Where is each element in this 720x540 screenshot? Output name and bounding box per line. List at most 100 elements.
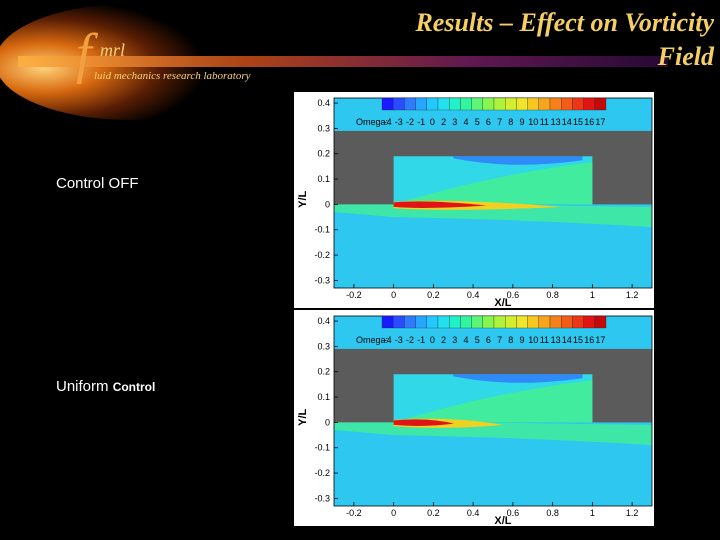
- y-tick-label: 0.3: [317, 123, 330, 133]
- shear-layer-red-core: [393, 419, 454, 426]
- x-axis-label: X/L: [494, 515, 511, 526]
- legend-swatch: [594, 97, 607, 111]
- legend-swatch: [426, 97, 439, 111]
- legend-swatch: [426, 315, 439, 329]
- slide-title-line2: Field: [657, 42, 714, 71]
- legend-level-label: 3: [452, 117, 457, 127]
- panel-label-text: Control OFF: [56, 175, 139, 192]
- legend-level-label: -2: [406, 335, 414, 345]
- legend-level-label: -4: [384, 335, 392, 345]
- x-tick-label: 0: [391, 508, 396, 518]
- panel-label-control-off: Control OFF: [56, 175, 139, 192]
- legend-swatch: [516, 97, 528, 111]
- legend-level-label: 4: [463, 335, 468, 345]
- vorticity-contour-svg: Omega:-4 -3 -2 -1 0 2 3 4 5 6 7 8 9 10 11 13 14 15 16 17-0.…: [297, 97, 653, 308]
- vorticity-plot-uniform-control: Omega: -4 -3 -2 -1 0 2 3 4 5 6 7 8 9 10 11 13 14 15 16 17 -0.…: [294, 310, 654, 526]
- vorticity-contour-svg: Omega:-4 -3 -2 -1 0 2 3 4 5 6 7 8 9 10 11 13 14 15 16 17-0.…: [297, 315, 653, 526]
- y-tick-label: -0.2: [314, 468, 330, 478]
- header-swoosh-decoration: [0, 4, 668, 120]
- shear-layer-red-core: [393, 201, 487, 208]
- legend-swatch: [404, 97, 416, 111]
- omega-legend: Omega:-4 -3 -2 -1 0 2 3 4 5 6 7 8 9 10 11 13 14 15 16 17: [356, 315, 607, 345]
- legend-level-label: 9: [519, 335, 524, 345]
- panel-label-uniform-control: Uniform Control: [56, 378, 155, 395]
- legend-level-label: -3: [395, 117, 403, 127]
- legend-swatch: [437, 315, 450, 329]
- legend-level-label: 16: [584, 117, 594, 127]
- legend-swatch: [471, 97, 483, 111]
- vorticity-plot-control-off: Omega: -4 -3 -2 -1 0 2 3 4 5 6 7 8 9 10 11 13 14 15 16 17 -0.…: [294, 92, 654, 308]
- legend-level-label: 16: [584, 335, 594, 345]
- logo-mrl: mrl: [100, 40, 126, 60]
- cavity-shear-zone: [393, 162, 593, 205]
- legend-level-label: -1: [417, 335, 425, 345]
- legend-swatch: [538, 315, 551, 329]
- y-tick-label: 0: [325, 417, 330, 427]
- legend-swatch: [516, 315, 528, 329]
- legend-level-label: -2: [406, 117, 414, 127]
- y-axis-label: Y/L: [297, 409, 309, 426]
- x-tick-label: 0.8: [546, 508, 559, 518]
- legend-level-label: 2: [441, 335, 446, 345]
- x-tick-label: 1.2: [626, 290, 639, 300]
- y-tick-label: -0.3: [314, 275, 330, 285]
- legend-level-label: 8: [508, 335, 513, 345]
- legend-level-label: 7: [497, 117, 502, 127]
- legend-level-label: -4: [384, 117, 392, 127]
- x-tick-label: 1.2: [626, 508, 639, 518]
- legend-swatch: [527, 315, 539, 329]
- x-tick-label: 0.8: [546, 290, 559, 300]
- legend-swatch: [381, 315, 394, 329]
- slide-title: Results – Effect on Vorticity Field: [294, 6, 714, 74]
- y-tick-label: 0: [325, 199, 330, 209]
- legend-level-label: 6: [486, 117, 491, 127]
- legend-swatch: [471, 315, 483, 329]
- cavity-shear-zone: [393, 380, 593, 423]
- y-tick-label: -0.3: [314, 493, 330, 503]
- legend-level-label: 11: [540, 117, 549, 127]
- legend-level-label: 2: [441, 117, 446, 127]
- legend-swatch: [393, 97, 405, 111]
- x-tick-label: 0.2: [427, 508, 440, 518]
- legend-level-label: 13: [551, 335, 561, 345]
- legend-swatch: [561, 97, 573, 111]
- legend-swatch: [437, 97, 450, 111]
- legend-level-label: 0: [430, 335, 435, 345]
- x-tick-label: 0.6: [507, 290, 520, 300]
- y-tick-label: -0.2: [314, 250, 330, 260]
- legend-swatch: [583, 315, 595, 329]
- legend-level-label: 8: [508, 117, 513, 127]
- panel-label-text: Uniform: [56, 378, 113, 395]
- legend-level-label: 9: [519, 117, 524, 127]
- x-tick-label: 0.6: [507, 508, 520, 518]
- legend-level-label: 17: [595, 335, 605, 345]
- legend-level-label: 3: [452, 335, 457, 345]
- legend-swatch: [538, 97, 551, 111]
- legend-swatch: [415, 315, 427, 329]
- legend-swatch: [572, 315, 584, 329]
- legend-swatch: [460, 315, 472, 329]
- legend-swatch: [572, 97, 584, 111]
- y-tick-label: 0.2: [317, 149, 330, 159]
- legend-level-label: 7: [497, 335, 502, 345]
- legend-swatch: [449, 97, 461, 111]
- x-tick-label: 0: [391, 290, 396, 300]
- x-tick-label: 0.4: [467, 290, 480, 300]
- legend-swatch: [415, 97, 427, 111]
- legend-swatch: [505, 315, 517, 329]
- shear-layer-band: [334, 422, 652, 446]
- y-tick-label: 0.4: [317, 316, 330, 326]
- x-tick-label: -0.2: [346, 290, 362, 300]
- legend-level-label: 15: [573, 117, 583, 127]
- legend-swatch: [493, 315, 506, 329]
- x-tick-label: 0.4: [467, 508, 480, 518]
- legend-swatch: [404, 315, 416, 329]
- legend-swatch: [482, 315, 495, 329]
- legend-swatch: [393, 315, 405, 329]
- cavity-negative-vorticity: [453, 374, 583, 383]
- legend-level-label: 17: [595, 117, 605, 127]
- legend-swatch: [460, 97, 472, 111]
- x-tick-label: -0.2: [346, 508, 362, 518]
- legend-level-label: 14: [562, 117, 572, 127]
- logo-letter: f: [76, 23, 92, 85]
